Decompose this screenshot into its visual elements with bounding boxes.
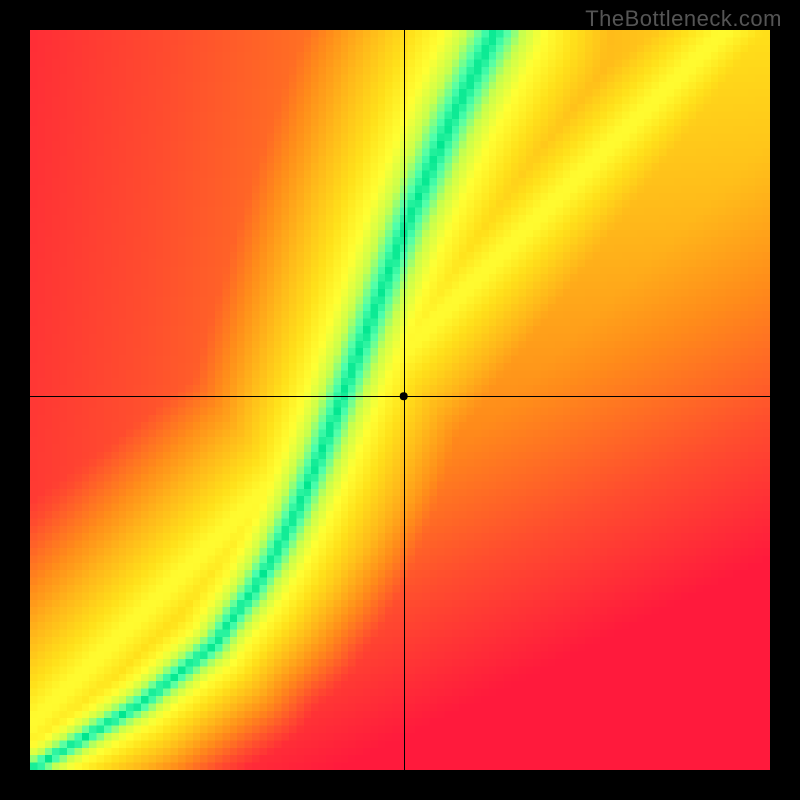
crosshair-overlay: [0, 0, 800, 800]
chart-container: { "watermark": { "text": "TheBottleneck.…: [0, 0, 800, 800]
watermark-text: TheBottleneck.com: [585, 6, 782, 32]
